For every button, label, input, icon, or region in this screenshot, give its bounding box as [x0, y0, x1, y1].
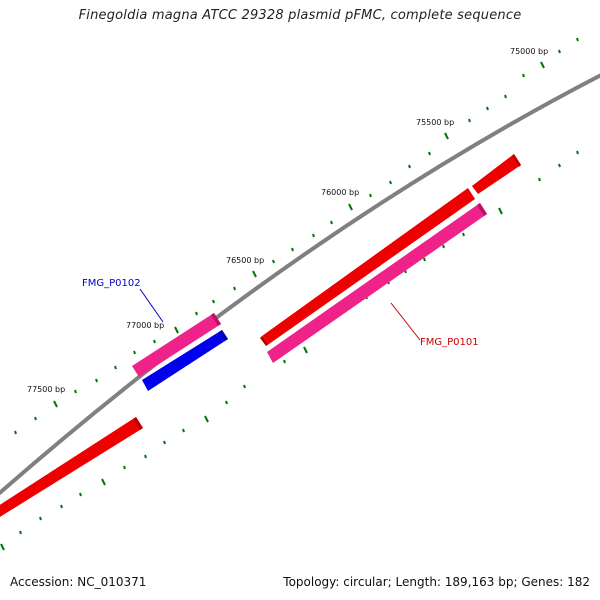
reverse-strand-genes — [132, 203, 487, 377]
tick-label-75500: 75500 bp — [416, 118, 454, 127]
accession-text: Accession: NC_010371 — [10, 575, 147, 589]
gene-block-pink-short[interactable] — [132, 313, 221, 377]
gene-block[interactable] — [472, 154, 521, 194]
tick-major-77500 — [53, 400, 58, 408]
tick-major-75000 — [540, 61, 545, 69]
tick-major-76000 — [348, 203, 353, 211]
gene-block-blue[interactable] — [142, 330, 228, 391]
tick-label-77500: 77500 bp — [27, 385, 65, 394]
tick-label-77000: 77000 bp — [126, 321, 164, 330]
gene-label-fmg-p0101[interactable]: FMG_P0101 — [420, 337, 479, 348]
plasmid-backbone — [0, 73, 600, 496]
gene-annotation-fmg-p0101: FMG_P0101 — [390, 302, 479, 348]
tick-major-75500 — [444, 132, 449, 140]
topology-summary: Topology: circular; Length: 189,163 bp; … — [283, 575, 590, 589]
gene-annotation-fmg-p0102: FMG_P0102 — [82, 278, 164, 323]
tick-label-75000: 75000 bp — [510, 47, 548, 56]
tick-label-76500: 76500 bp — [226, 256, 264, 265]
tick-label-76000: 76000 bp — [321, 188, 359, 197]
tick-labels: 75000 bp 75500 bp 76000 bp 76500 bp 7700… — [27, 47, 548, 394]
map-title: Finegoldia magna ATCC 29328 plasmid pFMC… — [78, 8, 522, 23]
tick-major-77000 — [174, 326, 179, 334]
forward-strand-genes — [0, 154, 521, 520]
gene-label-fmg-p0102[interactable]: FMG_P0102 — [82, 278, 141, 289]
gene-block-lower[interactable] — [0, 417, 143, 520]
outer-tick-track — [14, 37, 579, 435]
gene-block-long[interactable] — [262, 188, 475, 344]
gene-block-pink-long[interactable] — [267, 203, 487, 363]
tick-major-76500 — [252, 270, 257, 278]
